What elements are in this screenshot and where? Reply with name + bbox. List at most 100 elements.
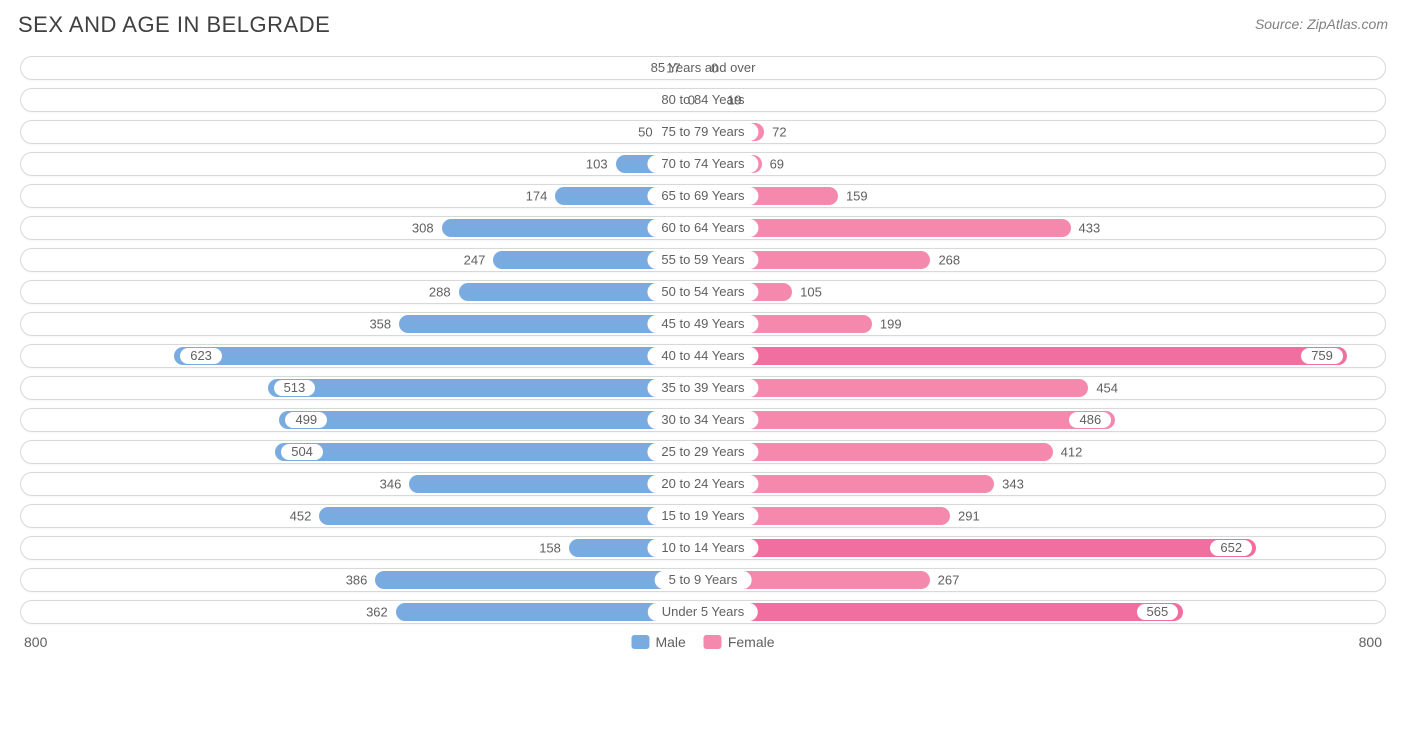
age-label: 60 to 64 Years <box>647 219 758 237</box>
value-male: 513 <box>274 380 316 396</box>
pyramid-row-inner: 15 to 19 Years 452 291 <box>24 507 1382 525</box>
value-female: 69 <box>770 157 784 172</box>
pyramid-row-inner: 5 to 9 Years386267 <box>24 571 1382 589</box>
value-female: 291 <box>958 509 980 524</box>
value-male: 358 <box>369 317 391 332</box>
age-label: 70 to 74 Years <box>647 155 758 173</box>
value-female: 759 <box>1301 348 1343 364</box>
bar-male <box>319 507 703 525</box>
value-male: 504 <box>281 444 323 460</box>
pyramid-row-inner: 10 to 14 Years 158 652 <box>24 539 1382 557</box>
age-label: 10 to 14 Years <box>647 539 758 557</box>
legend-label-female: Female <box>728 634 775 650</box>
pyramid-row: 40 to 44 Years 623 759 <box>20 344 1386 368</box>
value-female: 159 <box>846 189 868 204</box>
value-female: 72 <box>772 125 786 140</box>
value-male: 103 <box>586 157 608 172</box>
value-male: 623 <box>180 348 222 364</box>
pyramid-row-inner: 45 to 49 Years 358 199 <box>24 315 1382 333</box>
bar-female <box>703 347 1347 365</box>
bar-male <box>268 379 703 397</box>
pyramid-row: 25 to 29 Years 504 412 <box>20 440 1386 464</box>
pyramid-row-inner: 65 to 69 Years174159 <box>24 187 1382 205</box>
legend-swatch-male <box>631 635 649 649</box>
bar-male <box>279 411 703 429</box>
value-male: 17 <box>666 61 680 76</box>
pyramid-row: 45 to 49 Years 358 199 <box>20 312 1386 336</box>
legend-label-male: Male <box>655 634 685 650</box>
value-male: 50 <box>638 125 652 140</box>
pyramid-row: 35 to 39 Years 513 454 <box>20 376 1386 400</box>
pyramid-row: 65 to 69 Years174159 <box>20 184 1386 208</box>
pyramid-row-inner: 50 to 54 Years 288 105 <box>24 283 1382 301</box>
value-female: 0 <box>711 61 718 76</box>
age-label: 25 to 29 Years <box>647 443 758 461</box>
legend-item-male: Male <box>631 634 685 650</box>
pyramid-row: 15 to 19 Years 452 291 <box>20 504 1386 528</box>
bar-male <box>275 443 703 461</box>
pyramid-row: 60 to 64 Years308433 <box>20 216 1386 240</box>
age-label: 85 Years and over <box>637 59 770 77</box>
pyramid-row: 70 to 74 Years 103 69 <box>20 152 1386 176</box>
value-male: 247 <box>464 253 486 268</box>
age-label: 80 to 84 Years <box>647 91 758 109</box>
age-label: 45 to 49 Years <box>647 315 758 333</box>
pyramid-row-inner: 85 Years and over17 0 <box>24 59 1382 77</box>
value-female: 433 <box>1079 221 1101 236</box>
age-label: 75 to 79 Years <box>647 123 758 141</box>
age-label: 15 to 19 Years <box>647 507 758 525</box>
value-female: 343 <box>1002 477 1024 492</box>
value-female: 486 <box>1069 412 1111 428</box>
pyramid-row: 30 to 34 Years 499 486 <box>20 408 1386 432</box>
chart-footer: 800 Male Female 800 <box>18 634 1388 656</box>
pyramid-row: 10 to 14 Years 158 652 <box>20 536 1386 560</box>
age-label: 20 to 24 Years <box>647 475 758 493</box>
pyramid-row: 50 to 54 Years 288 105 <box>20 280 1386 304</box>
value-female: 412 <box>1061 445 1083 460</box>
pyramid-row-inner: 55 to 59 Years 247 268 <box>24 251 1382 269</box>
age-label: 35 to 39 Years <box>647 379 758 397</box>
value-female: 268 <box>938 253 960 268</box>
legend-swatch-female <box>704 635 722 649</box>
chart-source: Source: ZipAtlas.com <box>1255 16 1388 32</box>
population-pyramid: 85 Years and over17080 to 84 Years01975 … <box>18 56 1388 624</box>
axis-max-right: 800 <box>1359 634 1382 650</box>
value-male: 362 <box>366 605 388 620</box>
value-female: 652 <box>1210 540 1252 556</box>
pyramid-row-inner: 30 to 34 Years 499 486 <box>24 411 1382 429</box>
pyramid-row: 75 to 79 Years50 72 <box>20 120 1386 144</box>
pyramid-row: 20 to 24 Years346343 <box>20 472 1386 496</box>
pyramid-row: 55 to 59 Years 247 268 <box>20 248 1386 272</box>
value-male: 288 <box>429 285 451 300</box>
chart-header: SEX AND AGE IN BELGRADE Source: ZipAtlas… <box>18 12 1388 38</box>
pyramid-row-inner: 40 to 44 Years 623 759 <box>24 347 1382 365</box>
age-label: Under 5 Years <box>648 603 758 621</box>
value-male: 158 <box>539 541 561 556</box>
pyramid-row-inner: 70 to 74 Years 103 69 <box>24 155 1382 173</box>
value-male: 452 <box>290 509 312 524</box>
legend: Male Female <box>631 634 774 650</box>
age-label: 30 to 34 Years <box>647 411 758 429</box>
age-label: 40 to 44 Years <box>647 347 758 365</box>
value-female: 105 <box>800 285 822 300</box>
chart-title: SEX AND AGE IN BELGRADE <box>18 12 330 38</box>
pyramid-row-inner: 25 to 29 Years 504 412 <box>24 443 1382 461</box>
pyramid-row: 85 Years and over17 0 <box>20 56 1386 80</box>
pyramid-row-inner: Under 5 Years 362 565 <box>24 603 1382 621</box>
pyramid-row: 80 to 84 Years019 <box>20 88 1386 112</box>
pyramid-row-inner: 35 to 39 Years 513 454 <box>24 379 1382 397</box>
value-female: 199 <box>880 317 902 332</box>
age-label: 55 to 59 Years <box>647 251 758 269</box>
value-male: 386 <box>346 573 368 588</box>
pyramid-row-inner: 75 to 79 Years50 72 <box>24 123 1382 141</box>
value-male: 174 <box>526 189 548 204</box>
value-male: 0 <box>688 93 695 108</box>
pyramid-row-inner: 20 to 24 Years346343 <box>24 475 1382 493</box>
age-label: 5 to 9 Years <box>655 571 752 589</box>
value-female: 565 <box>1137 604 1179 620</box>
pyramid-row-inner: 60 to 64 Years308433 <box>24 219 1382 237</box>
age-label: 50 to 54 Years <box>647 283 758 301</box>
pyramid-row-inner: 80 to 84 Years019 <box>24 91 1382 109</box>
value-female: 454 <box>1096 381 1118 396</box>
value-male: 499 <box>285 412 327 428</box>
